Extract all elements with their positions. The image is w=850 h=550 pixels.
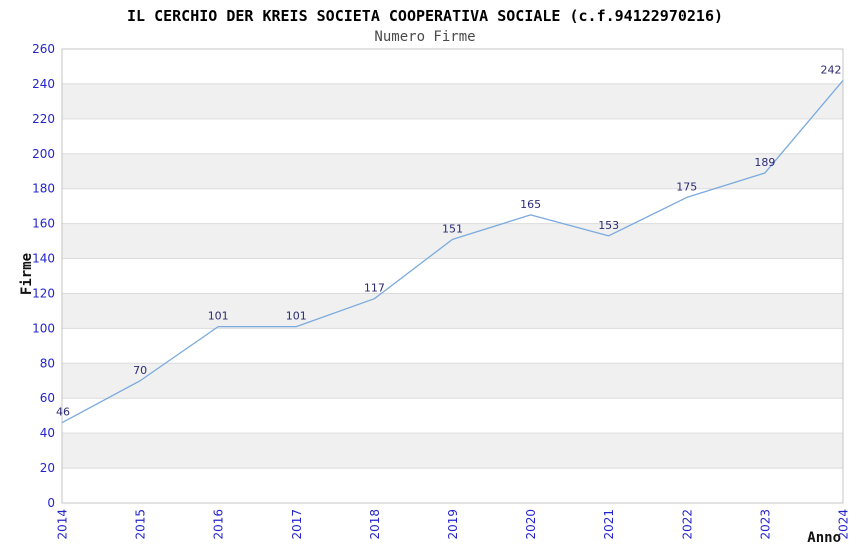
plot-band	[62, 83, 843, 119]
y-tick-label: 100	[32, 321, 55, 335]
y-axis-title: Firme	[19, 252, 35, 296]
x-tick-label: 2022	[680, 509, 694, 540]
data-point-label: 151	[442, 222, 463, 235]
y-tick-label: 240	[32, 77, 55, 91]
data-point-label: 242	[821, 63, 842, 76]
y-tick-label: 200	[32, 147, 55, 161]
data-point-label: 165	[520, 198, 541, 211]
plot-band	[62, 223, 843, 259]
y-tick-label: 60	[40, 391, 55, 405]
x-tick-label: 2017	[290, 509, 304, 540]
plot-band	[62, 293, 843, 329]
data-point-label: 101	[286, 310, 307, 323]
data-point-label: 153	[598, 219, 619, 232]
plot-band	[62, 433, 843, 469]
plot-band	[62, 363, 843, 399]
y-tick-label: 140	[32, 252, 55, 266]
x-tick-label: 2016	[212, 509, 226, 540]
x-tick-label: 2014	[56, 509, 70, 540]
chart-title: IL CERCHIO DER KREIS SOCIETA COOPERATIVA…	[126, 7, 724, 25]
x-tick-label: 2023	[758, 509, 772, 540]
x-tick-label: 2019	[446, 509, 460, 540]
y-tick-label: 40	[40, 426, 55, 440]
plot-border	[61, 48, 844, 504]
data-point-label: 175	[676, 180, 697, 193]
y-tick-label: 20	[40, 461, 55, 475]
data-point-label: 117	[364, 282, 385, 295]
y-tick-label: 180	[32, 182, 55, 196]
x-tick-label: 2015	[134, 509, 148, 540]
x-tick-label: 2020	[524, 509, 538, 540]
x-tick-label: 2021	[602, 509, 616, 540]
data-point-label: 46	[56, 406, 70, 419]
y-tick-label: 160	[32, 217, 55, 231]
data-point-label: 70	[133, 364, 147, 377]
y-tick-label: 120	[32, 286, 55, 300]
y-tick-label: 260	[32, 42, 55, 56]
data-point-label: 189	[754, 156, 775, 169]
data-line	[61, 80, 844, 424]
plot-band	[62, 153, 843, 189]
y-tick-label: 220	[32, 112, 55, 126]
y-tick-label: 0	[47, 496, 55, 510]
x-axis-title: Anno	[807, 530, 841, 546]
x-tick-label: 2018	[368, 509, 382, 540]
data-point-label: 101	[208, 310, 229, 323]
chart-subtitle: Numero Firme	[374, 29, 476, 45]
x-tick-label: 2024	[837, 509, 850, 540]
y-tick-label: 80	[40, 356, 55, 370]
